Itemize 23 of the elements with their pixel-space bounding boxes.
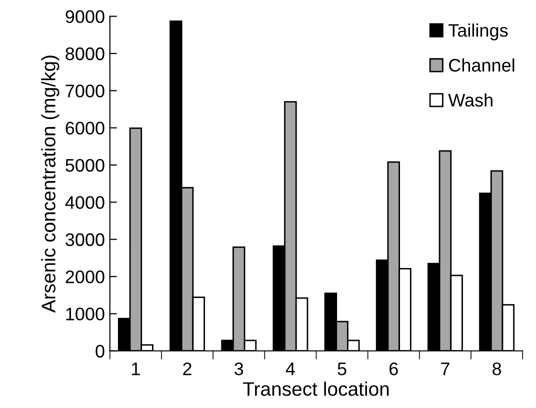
legend-label: Tailings (448, 24, 508, 40)
y-tick-label: 7000 (66, 84, 104, 98)
x-tick-label: 6 (390, 362, 398, 376)
x-tick-label: 4 (286, 362, 295, 376)
y-tick-label: 6000 (66, 122, 104, 135)
legend-label: Channel (449, 58, 514, 72)
legend-label: Wash (448, 93, 492, 107)
y-tick-label: 3000 (66, 233, 104, 246)
y-tick-label: 1000 (66, 308, 104, 320)
y-tick-label: 8000 (66, 47, 104, 60)
x-tick-label: 8 (492, 362, 502, 376)
y-tick-label: 9000 (66, 10, 104, 24)
y-tick-label: 5000 (66, 158, 104, 172)
x-tick-label: 2 (183, 362, 192, 376)
x-axis-title: Transect location (243, 382, 389, 396)
x-tick-label: 3 (234, 362, 244, 376)
x-tick-label: 5 (338, 362, 346, 376)
x-tick-label: 7 (441, 362, 450, 376)
y-tick-label: 0 (96, 344, 104, 358)
y-tick-label: 2000 (66, 270, 104, 284)
y-axis-title: Arsenic concentration (mg/kg) (41, 56, 60, 313)
y-tick-label: 4000 (65, 196, 104, 209)
x-tick-label: 1 (132, 362, 140, 376)
